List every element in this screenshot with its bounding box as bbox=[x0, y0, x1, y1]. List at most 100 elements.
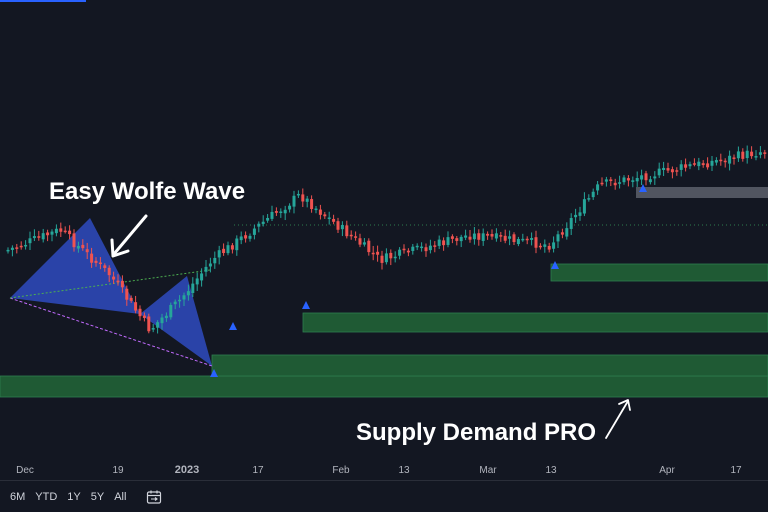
candle bbox=[442, 240, 446, 246]
candle bbox=[600, 182, 604, 185]
candle bbox=[635, 178, 639, 182]
candle bbox=[763, 152, 767, 154]
candle bbox=[543, 244, 547, 247]
candle bbox=[296, 193, 300, 196]
candle bbox=[512, 234, 516, 243]
candle bbox=[468, 236, 472, 240]
signal-triangle bbox=[302, 301, 310, 309]
candle bbox=[208, 263, 212, 267]
candle bbox=[63, 230, 67, 233]
range-6m-button[interactable]: 6M bbox=[10, 490, 26, 503]
candle bbox=[10, 247, 14, 250]
candle bbox=[424, 247, 428, 252]
candle bbox=[164, 315, 168, 319]
x-tick-label: 17 bbox=[730, 465, 742, 476]
candle bbox=[402, 248, 406, 251]
calendar-range-icon[interactable] bbox=[146, 489, 162, 505]
range-5y-button[interactable]: 5Y bbox=[90, 490, 105, 503]
candle bbox=[591, 191, 595, 198]
candle bbox=[393, 256, 397, 259]
candle bbox=[569, 218, 573, 229]
candle bbox=[376, 251, 380, 255]
candle bbox=[182, 295, 186, 300]
candle bbox=[675, 170, 679, 172]
signal-triangle bbox=[639, 184, 647, 192]
wolfe-triangle bbox=[10, 218, 140, 314]
candle bbox=[525, 238, 529, 241]
range-1y-button[interactable]: 1Y bbox=[67, 490, 81, 503]
candle bbox=[173, 301, 177, 305]
annotation-arrows bbox=[110, 214, 631, 439]
candle bbox=[723, 160, 727, 163]
candle bbox=[107, 267, 111, 276]
candle bbox=[670, 169, 674, 173]
candle bbox=[750, 151, 754, 157]
x-tick-label: 13 bbox=[545, 465, 557, 476]
candle bbox=[332, 218, 336, 222]
candle bbox=[631, 180, 635, 182]
candle bbox=[648, 179, 652, 183]
candle bbox=[604, 179, 608, 182]
x-tick-label: Feb bbox=[332, 465, 350, 476]
candle bbox=[54, 228, 58, 234]
candle bbox=[345, 225, 349, 237]
candle bbox=[710, 160, 714, 166]
candle bbox=[151, 328, 155, 330]
candle bbox=[125, 288, 129, 300]
candle bbox=[736, 151, 740, 159]
candle bbox=[178, 299, 182, 302]
candle bbox=[609, 179, 613, 182]
candle bbox=[486, 233, 490, 236]
candle bbox=[81, 244, 85, 249]
candle bbox=[613, 182, 617, 186]
candle bbox=[587, 198, 591, 200]
wolfe-wave-annotation: Easy Wolfe Wave bbox=[49, 178, 246, 205]
candle bbox=[464, 235, 468, 238]
candle bbox=[204, 266, 208, 272]
x-tick-label: Mar bbox=[479, 465, 497, 476]
candle bbox=[98, 262, 102, 265]
candle bbox=[745, 150, 749, 159]
candle bbox=[270, 211, 274, 219]
range-all-button[interactable]: All bbox=[114, 490, 127, 503]
candle bbox=[626, 178, 630, 181]
candle bbox=[688, 164, 692, 167]
candle bbox=[252, 228, 256, 235]
candle bbox=[565, 228, 569, 237]
candle bbox=[644, 173, 648, 181]
candle bbox=[50, 231, 54, 235]
candle bbox=[301, 194, 305, 202]
candle bbox=[516, 238, 520, 245]
candle bbox=[640, 175, 644, 180]
candle bbox=[116, 280, 120, 283]
candle bbox=[384, 253, 388, 263]
x-tick-label: 19 bbox=[112, 465, 124, 476]
candle bbox=[217, 250, 221, 258]
x-axis: Dec 19 2023 17 Feb 13 Mar 13 Apr 17 bbox=[16, 464, 742, 476]
candle bbox=[389, 252, 393, 259]
range-selector-bar: 6M YTD 1Y 5Y All bbox=[0, 480, 768, 512]
demand-zone bbox=[0, 375, 768, 398]
candle bbox=[692, 163, 696, 165]
signal-triangle bbox=[551, 261, 559, 269]
candle bbox=[420, 246, 424, 249]
candle bbox=[754, 156, 758, 158]
candle bbox=[323, 214, 327, 217]
candle bbox=[6, 249, 10, 252]
candle bbox=[195, 278, 199, 285]
candle bbox=[684, 164, 688, 168]
x-tick-label: 17 bbox=[252, 465, 264, 476]
candle bbox=[257, 223, 261, 227]
candle bbox=[371, 252, 375, 255]
candle bbox=[129, 297, 133, 301]
candle bbox=[292, 195, 296, 207]
candle-series bbox=[6, 145, 767, 334]
x-tick-label: Apr bbox=[659, 465, 675, 476]
candle bbox=[261, 221, 265, 224]
range-ytd-button[interactable]: YTD bbox=[35, 490, 58, 503]
candle bbox=[340, 224, 344, 230]
candle bbox=[24, 244, 28, 247]
candle bbox=[679, 164, 683, 170]
candle bbox=[596, 184, 600, 191]
